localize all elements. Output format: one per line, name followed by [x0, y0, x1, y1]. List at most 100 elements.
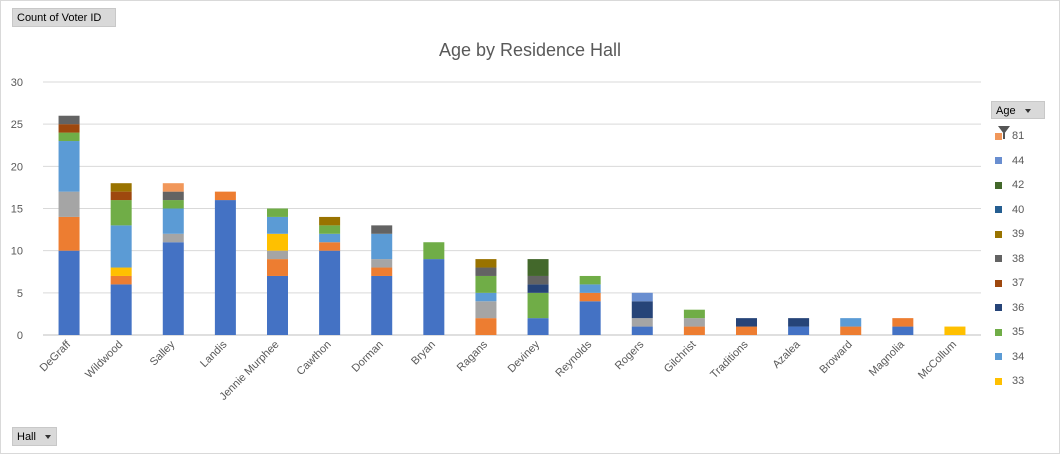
x-tick-label: McCollum — [916, 339, 959, 382]
bar-segment — [371, 259, 393, 268]
bar-segment — [579, 301, 601, 335]
bar-segment — [371, 233, 393, 260]
legend-label: 34 — [1012, 350, 1025, 363]
legend-swatch — [995, 304, 1002, 312]
bar-segment — [214, 191, 236, 201]
bar-segment — [371, 267, 393, 276]
bar-segment — [58, 132, 80, 142]
bar-segment — [58, 124, 80, 133]
legend-item: 39 — [992, 222, 1052, 247]
values-field-label: Count of Voter ID — [17, 12, 102, 24]
bar-segment — [475, 292, 497, 302]
x-tick-label: DeGraff — [38, 338, 74, 374]
legend-swatch — [995, 157, 1002, 165]
bar-segment — [267, 275, 288, 335]
legend-item: 35 — [992, 320, 1052, 345]
bar-segment — [58, 141, 80, 192]
bar-segment — [110, 225, 132, 268]
x-tick-label: Reynolds — [553, 338, 594, 379]
x-tick-label: Deviney — [506, 338, 543, 375]
age-field-label: Age — [996, 105, 1016, 117]
bar-segment — [162, 183, 184, 192]
bar-segment — [267, 250, 288, 260]
bar-segment — [475, 275, 497, 293]
legend-item: 44 — [992, 149, 1052, 174]
legend-item: 36 — [992, 296, 1052, 321]
bar-segment — [58, 216, 80, 251]
bar-segment — [579, 284, 601, 293]
bar-segment — [110, 284, 132, 335]
x-tick-label: Landis — [198, 338, 230, 370]
bar-segment — [475, 267, 497, 276]
bar-segment — [840, 326, 862, 335]
x-tick-label: Cawthon — [295, 339, 334, 378]
legend-swatch — [995, 132, 1002, 140]
legend-label: 35 — [1012, 326, 1025, 339]
legend-label: 37 — [1012, 277, 1025, 290]
bar-segment — [736, 318, 757, 327]
values-field-button[interactable]: Count of Voter ID — [12, 8, 116, 27]
x-tick-label: Bryan — [409, 339, 438, 368]
bar-segment — [527, 292, 549, 319]
legend-swatch — [995, 230, 1002, 238]
y-tick-label: 20 — [11, 161, 23, 173]
x-tick-label: Broward — [817, 339, 854, 376]
legend-label: 42 — [1012, 179, 1025, 192]
bar-segment — [527, 284, 549, 293]
dropdown-arrow-icon — [45, 435, 52, 440]
legend-item: 34 — [992, 345, 1052, 370]
bar-segment — [58, 115, 80, 125]
bar-segment — [527, 318, 549, 335]
bar-segment — [319, 250, 341, 335]
bar-segment — [58, 250, 80, 335]
legend-item: 42 — [992, 173, 1052, 198]
bar-segment — [579, 292, 601, 302]
bar-segment — [267, 233, 288, 251]
legend-label: 33 — [1012, 375, 1025, 388]
bar-segment — [214, 200, 236, 335]
legend-item: 38 — [992, 247, 1052, 272]
x-tick-label: Traditions — [708, 338, 751, 381]
legend-label: 44 — [1012, 154, 1025, 167]
bar-segment — [110, 191, 132, 201]
bar-segment — [319, 225, 341, 234]
filter-icon — [998, 126, 1010, 140]
bar-segment — [631, 326, 653, 335]
legend-swatch — [995, 377, 1002, 385]
bar-segment — [267, 259, 288, 276]
bar-segment — [840, 318, 862, 327]
legend-swatch — [995, 279, 1002, 287]
bar-segment — [683, 309, 705, 319]
bar-segment — [267, 208, 288, 217]
y-tick-label: 30 — [11, 77, 23, 89]
x-tick-label: Rogers — [613, 338, 647, 372]
bar-segment — [892, 318, 914, 327]
bar-segment — [423, 242, 445, 260]
bar-segment — [944, 326, 966, 335]
y-tick-label: 5 — [17, 288, 23, 300]
age-field-button[interactable]: Age — [991, 101, 1045, 140]
x-tick-label: Salley — [148, 338, 178, 368]
bar-segment — [267, 216, 288, 234]
chart-title: Age by Residence Hall — [438, 40, 622, 60]
bar-segment — [475, 301, 497, 319]
hall-field-button[interactable]: Hall — [12, 427, 57, 446]
bar-segment — [631, 301, 653, 319]
bar-segment — [110, 200, 132, 226]
bar-segment — [631, 292, 653, 302]
legend-item: 33 — [992, 369, 1052, 394]
bar-segment — [162, 208, 184, 234]
bar-segment — [527, 275, 549, 285]
legend-item: 37 — [992, 271, 1052, 296]
bar-segment — [371, 275, 393, 335]
legend-swatch — [995, 328, 1002, 336]
bar-segment — [475, 259, 497, 268]
y-tick-label: 15 — [11, 204, 23, 216]
bar-segment — [110, 267, 132, 276]
dropdown-arrow-icon — [1024, 109, 1031, 114]
x-tick-label: Gilchrist — [662, 339, 699, 376]
legend-label: 40 — [1012, 203, 1025, 216]
bar-segment — [892, 326, 914, 335]
bar-segment — [371, 225, 393, 234]
